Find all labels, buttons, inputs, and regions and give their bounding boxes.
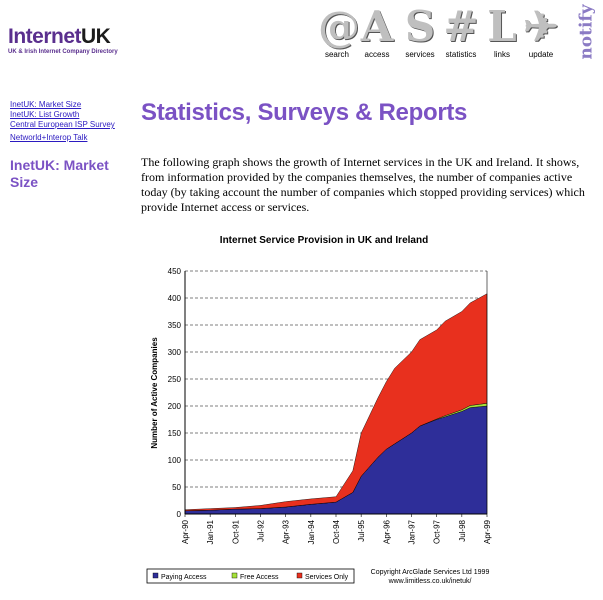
site-logo[interactable]: InternetUK UK & Irish Internet Company D… — [8, 26, 118, 56]
y-tick-label: 400 — [168, 294, 182, 303]
chart-copyright: Copyright ArcGlade Services Ltd 1999 — [371, 569, 490, 576]
nav-label-search: search — [324, 50, 349, 59]
legend-swatch — [231, 572, 238, 579]
x-tick-label: Apr-93 — [282, 519, 291, 544]
logo-title: InternetUK — [8, 26, 118, 48]
nav-access[interactable]: A access — [358, 2, 396, 60]
y-tick-label: 350 — [168, 321, 182, 330]
sidebar-link-list-growth[interactable]: InetUK: List Growth — [10, 110, 80, 119]
logo-title-uk: UK — [81, 25, 111, 48]
sidebar-section-title: InetUK: Market Size — [10, 157, 109, 190]
nav-update[interactable]: ✈ update — [522, 2, 560, 60]
y-tick-label: 450 — [168, 267, 182, 276]
y-axis-label: Number of Active Companies — [150, 337, 159, 449]
y-tick-label: 200 — [168, 402, 182, 411]
y-tick-label: 300 — [168, 348, 182, 357]
x-tick-label: Jul-98 — [458, 519, 467, 541]
x-tick-label: Jul-92 — [257, 519, 266, 541]
page-title: Statistics, Surveys & Reports — [141, 99, 468, 126]
y-tick-label: 150 — [168, 429, 182, 438]
sidebar-link-isp-survey[interactable]: Central European ISP Survey — [10, 120, 115, 129]
nav-label-access: access — [364, 50, 390, 59]
x-tick-label: Apr-90 — [181, 519, 190, 544]
sidebar-link-market-size[interactable]: InetUK: Market Size — [10, 100, 82, 109]
letter-a-icon: A — [360, 2, 394, 51]
logo-title-internet: Internet — [8, 25, 82, 48]
paper-plane-icon: ✈ — [523, 2, 559, 51]
letter-s-icon: S — [404, 2, 436, 51]
x-tick-label: Apr-99 — [483, 519, 492, 544]
sidebar-link-interop-talk[interactable]: Networld+Interop Talk — [10, 133, 88, 142]
legend-box — [146, 568, 355, 584]
nav-label-services: services — [405, 50, 435, 59]
x-tick-label: Oct-94 — [332, 519, 341, 544]
x-tick-label: Oct-97 — [433, 519, 442, 544]
chart-title: Internet Service Provision in UK and Ire… — [220, 235, 428, 246]
logo-subtitle: UK & Irish Internet Company Directory — [8, 49, 118, 55]
x-tick-label: Jan-91 — [206, 519, 215, 544]
y-tick-label: 0 — [177, 510, 182, 519]
at-sign-icon: @ — [318, 2, 360, 51]
nav-services[interactable]: S services — [400, 2, 440, 60]
nav-label-links: links — [493, 50, 510, 59]
legend-label: Paying Access — [161, 574, 207, 581]
intro-paragraph: The following graph shows the growth of … — [141, 155, 585, 214]
x-tick-label: Apr-96 — [382, 519, 391, 544]
y-tick-label: 250 — [168, 375, 182, 384]
legend-swatch — [296, 572, 303, 579]
x-tick-label: Jan-94 — [307, 519, 316, 544]
nav-statistics[interactable]: # statistics — [440, 2, 482, 60]
hash-icon: # — [443, 2, 479, 51]
x-tick-label: Oct-91 — [231, 519, 240, 544]
y-tick-label: 100 — [168, 456, 182, 465]
legend-label: Free Access — [240, 574, 279, 581]
nav-links[interactable]: L links — [484, 2, 520, 60]
legend-label: Services Only — [305, 574, 349, 581]
chart-copyright-url: www.limitless.co.uk/inetuk/ — [388, 578, 472, 585]
nav-label-update: update — [528, 50, 554, 59]
legend-swatch — [152, 572, 159, 579]
x-tick-label: Jul-95 — [357, 519, 366, 541]
y-tick-label: 50 — [172, 483, 181, 492]
x-tick-label: Jan-97 — [408, 519, 417, 544]
sidebar: InetUK: Market Size InetUK: List Growth … — [10, 100, 135, 191]
letter-l-icon: L — [487, 2, 517, 51]
nav-search[interactable]: @ search — [318, 2, 360, 60]
nav-label-statistics: statistics — [445, 50, 477, 59]
